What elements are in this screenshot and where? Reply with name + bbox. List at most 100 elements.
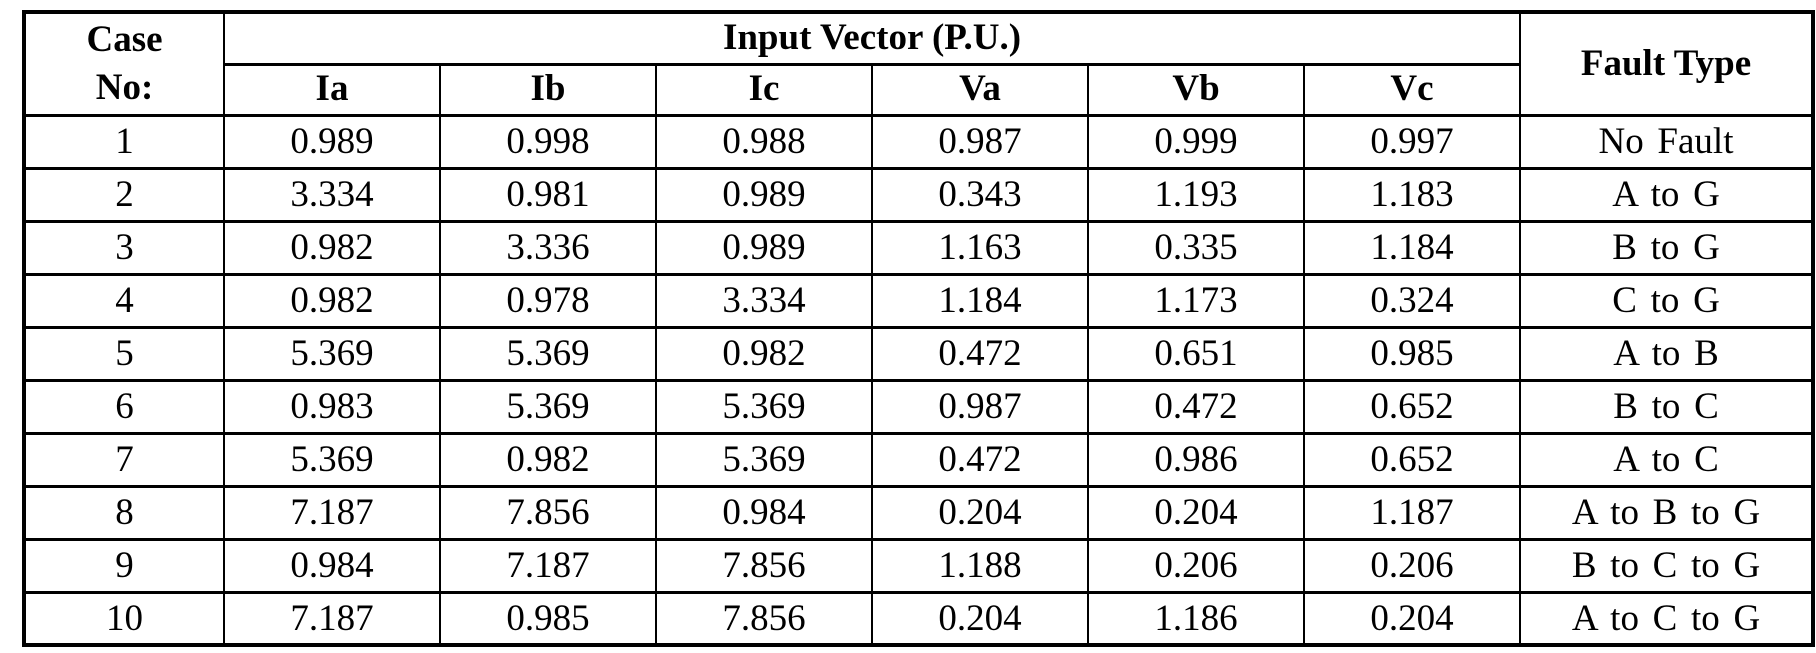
table-row: 1 0.989 0.998 0.988 0.987 0.999 0.997 No… [23,113,1815,170]
value-cell-ib: 0.978 [439,272,657,329]
value-cell-vc: 0.997 [1302,113,1522,170]
value-cell-vc: 0.204 [1302,590,1522,647]
value-cell-ic: 0.989 [655,219,873,276]
case-cell: 2 [23,166,225,223]
value-cell-vc: 0.324 [1302,272,1522,329]
value-cell-ib: 5.369 [439,378,657,435]
case-cell: 8 [23,484,225,541]
value-cell-ib: 0.985 [439,590,657,647]
header-row-group: Case No: Input Vector (P.U.) Fault Type [23,10,1815,117]
fault-cell: A to B [1519,325,1815,382]
table-row: 8 7.187 7.856 0.984 0.204 0.204 1.187 A … [23,484,1815,541]
table-row: 5 5.369 5.369 0.982 0.472 0.651 0.985 A … [23,325,1815,382]
value-cell-vb: 1.186 [1087,590,1305,647]
fault-cell: A to B to G [1519,484,1815,541]
input-vector-group-header: Input Vector (P.U.) [222,10,1522,66]
value-cell-vc: 1.187 [1302,484,1522,541]
value-cell-vb: 0.204 [1087,484,1305,541]
case-cell: 5 [23,325,225,382]
table-row: 9 0.984 7.187 7.856 1.188 0.206 0.206 B … [23,537,1815,594]
value-cell-ia: 3.334 [223,166,441,223]
value-cell-va: 1.188 [871,537,1089,594]
value-cell-ic: 0.988 [655,113,873,170]
value-cell-ia: 5.369 [223,325,441,382]
value-cell-vb: 0.986 [1087,431,1305,488]
col-header-vb: Vb [1087,62,1305,117]
value-cell-vb: 0.472 [1087,378,1305,435]
case-no-header: Case No: [23,10,225,117]
table-row: 2 3.334 0.981 0.989 0.343 1.193 1.183 A … [23,166,1815,223]
value-cell-va: 1.163 [871,219,1089,276]
value-cell-vc: 1.184 [1302,219,1522,276]
col-header-va: Va [871,62,1089,117]
value-cell-vc: 0.206 [1302,537,1522,594]
case-cell: 6 [23,378,225,435]
value-cell-va: 1.184 [871,272,1089,329]
value-cell-ic: 0.989 [655,166,873,223]
case-cell: 9 [23,537,225,594]
value-cell-vc: 1.183 [1302,166,1522,223]
value-cell-ib: 0.981 [439,166,657,223]
case-no-header-line1: Case [86,18,163,60]
fault-cell: No Fault [1519,113,1815,170]
value-cell-ic: 3.334 [655,272,873,329]
value-cell-va: 0.472 [871,325,1089,382]
value-cell-ia: 0.982 [223,219,441,276]
value-cell-ib: 7.187 [439,537,657,594]
case-cell: 7 [23,431,225,488]
table-row: 7 5.369 0.982 5.369 0.472 0.986 0.652 A … [23,431,1815,488]
value-cell-va: 0.343 [871,166,1089,223]
table-row: 4 0.982 0.978 3.334 1.184 1.173 0.324 C … [23,272,1815,329]
value-cell-ib: 0.998 [439,113,657,170]
fault-data-table: Case No: Input Vector (P.U.) Fault Type … [22,10,1816,647]
value-cell-vb: 0.999 [1087,113,1305,170]
value-cell-ib: 7.856 [439,484,657,541]
value-cell-ib: 0.982 [439,431,657,488]
value-cell-vc: 0.652 [1302,378,1522,435]
value-cell-ic: 7.856 [655,537,873,594]
value-cell-ic: 5.369 [655,431,873,488]
value-cell-ia: 5.369 [223,431,441,488]
value-cell-vb: 0.206 [1087,537,1305,594]
fault-cell: B to C to G [1519,537,1815,594]
fault-cell: A to G [1519,166,1815,223]
value-cell-ic: 0.984 [655,484,873,541]
case-cell: 4 [23,272,225,329]
fault-cell: C to G [1519,272,1815,329]
value-cell-vc: 0.652 [1302,431,1522,488]
value-cell-ib: 5.369 [439,325,657,382]
value-cell-va: 0.987 [871,113,1089,170]
case-cell: 10 [23,590,225,647]
value-cell-vc: 0.985 [1302,325,1522,382]
value-cell-ia: 7.187 [223,590,441,647]
fault-cell: A to C to G [1519,590,1815,647]
value-cell-va: 0.204 [871,484,1089,541]
case-cell: 3 [23,219,225,276]
case-cell: 1 [23,113,225,170]
value-cell-vb: 0.651 [1087,325,1305,382]
fault-cell: B to C [1519,378,1815,435]
value-cell-vb: 0.335 [1087,219,1305,276]
col-header-ib: Ib [439,62,657,117]
value-cell-va: 0.472 [871,431,1089,488]
value-cell-va: 0.204 [871,590,1089,647]
value-cell-ia: 0.982 [223,272,441,329]
table-row: 10 7.187 0.985 7.856 0.204 1.186 0.204 A… [23,590,1815,647]
value-cell-ia: 0.984 [223,537,441,594]
value-cell-ia: 7.187 [223,484,441,541]
value-cell-ic: 5.369 [655,378,873,435]
fault-cell: B to G [1519,219,1815,276]
col-header-ic: Ic [655,62,873,117]
value-cell-va: 0.987 [871,378,1089,435]
value-cell-ia: 0.983 [223,378,441,435]
value-cell-ib: 3.336 [439,219,657,276]
value-cell-vb: 1.193 [1087,166,1305,223]
value-cell-vb: 1.173 [1087,272,1305,329]
fault-type-header: Fault Type [1519,10,1815,117]
value-cell-ia: 0.989 [223,113,441,170]
table-row: 3 0.982 3.336 0.989 1.163 0.335 1.184 B … [23,219,1815,276]
col-header-vc: Vc [1302,62,1522,117]
col-header-ia: Ia [223,62,441,117]
value-cell-ic: 7.856 [655,590,873,647]
value-cell-ic: 0.982 [655,325,873,382]
